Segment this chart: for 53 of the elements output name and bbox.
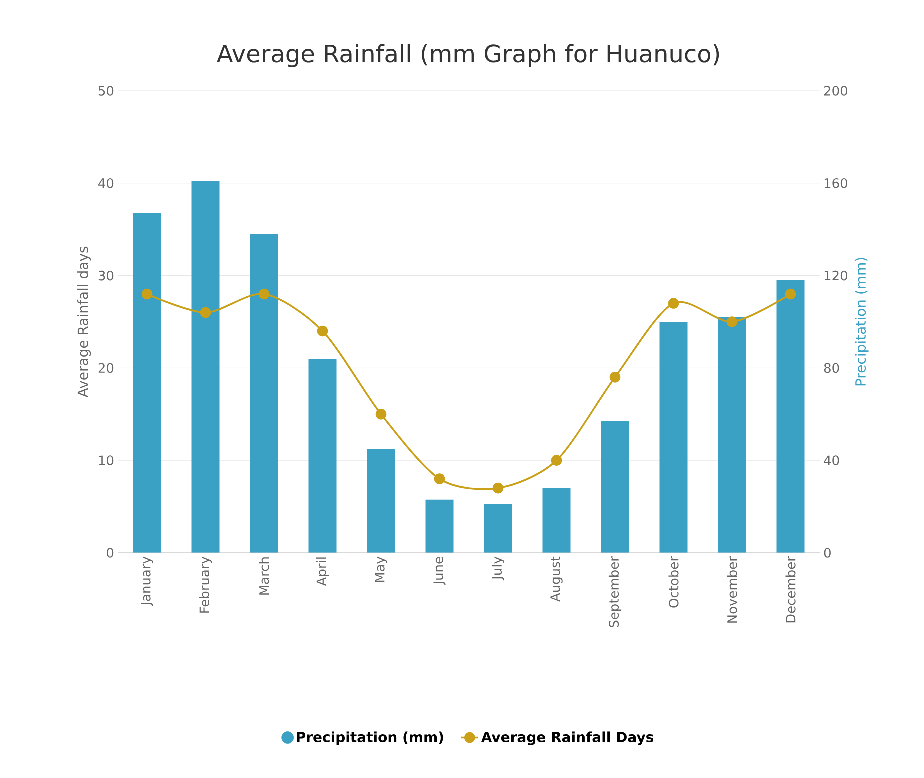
x-tick-label: May <box>375 556 388 582</box>
point <box>492 482 504 494</box>
point <box>142 288 153 300</box>
y-tick-label: 40 <box>98 178 114 188</box>
bar <box>133 213 162 553</box>
y-tick-label: 10 <box>99 456 114 466</box>
legend-label: Average Rainfall Days <box>481 732 654 746</box>
x-tick-label: March <box>259 558 270 595</box>
bar <box>250 234 278 553</box>
x-tick-label: November <box>727 556 738 623</box>
point <box>668 298 680 309</box>
bar <box>192 181 220 553</box>
y2-tick-label: 160 <box>824 178 848 188</box>
bar <box>542 488 571 553</box>
x-tick-label: August <box>550 556 563 602</box>
legend-label: Precipitation (mm) <box>297 732 444 746</box>
y-tick-label: 20 <box>98 363 114 374</box>
x-tick-label: January <box>141 556 154 606</box>
y-tick-label: 50 <box>98 86 114 96</box>
x-tick-label: July <box>492 556 505 581</box>
point <box>726 316 738 328</box>
point <box>434 474 446 484</box>
y-axis-title: Average Rainfall days <box>78 246 92 398</box>
y2-axis-title: Precipitation (mm) <box>855 258 869 386</box>
point <box>610 372 621 383</box>
x-tick-label: October <box>668 556 679 608</box>
x-tick-label: June <box>434 557 446 586</box>
bar <box>484 504 512 553</box>
bar <box>776 280 805 553</box>
x-tick-label: September <box>608 556 622 628</box>
point <box>200 307 212 318</box>
y2-tick-label: 200 <box>824 86 848 96</box>
point <box>258 288 270 300</box>
point <box>785 288 796 300</box>
point <box>376 408 387 420</box>
x-tick-label: April <box>316 558 330 586</box>
point <box>551 455 562 466</box>
bar <box>660 322 688 553</box>
y2-tick-label: 120 <box>824 270 848 281</box>
bar <box>426 500 454 553</box>
chart-title: Average Rainfall (mm Graph for Huanuco) <box>217 44 720 68</box>
bar <box>718 317 746 553</box>
x-tick-label: February <box>199 556 212 613</box>
y-tick-label: 0 <box>107 548 114 558</box>
y2-tick-label: 40 <box>824 456 840 466</box>
y-tick-label: 30 <box>98 270 114 281</box>
y2-tick-label: 0 <box>824 548 831 558</box>
bar <box>601 421 630 553</box>
x-tick-label: December <box>786 556 796 623</box>
bar <box>308 358 337 553</box>
y2-tick-label: 80 <box>824 363 840 374</box>
bar <box>367 449 396 553</box>
point <box>317 326 328 337</box>
